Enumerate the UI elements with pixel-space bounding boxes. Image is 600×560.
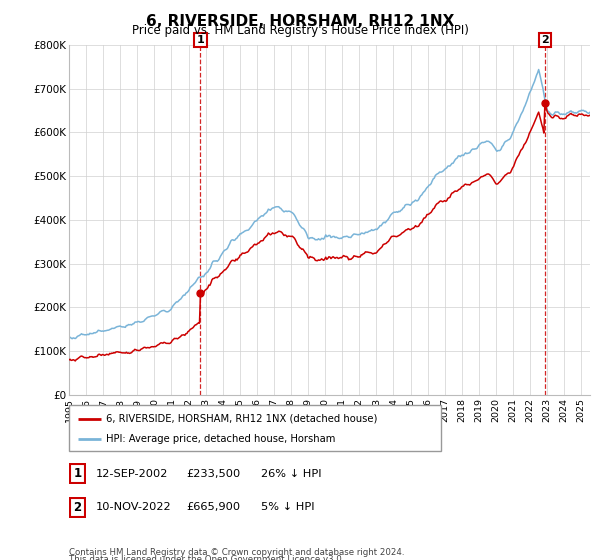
FancyBboxPatch shape [69,405,441,451]
Text: HPI: Average price, detached house, Horsham: HPI: Average price, detached house, Hors… [106,435,335,444]
Text: 26% ↓ HPI: 26% ↓ HPI [261,469,322,479]
Text: Contains HM Land Registry data © Crown copyright and database right 2024.: Contains HM Land Registry data © Crown c… [69,548,404,557]
Text: 6, RIVERSIDE, HORSHAM, RH12 1NX: 6, RIVERSIDE, HORSHAM, RH12 1NX [146,14,454,29]
Text: 1: 1 [197,35,205,45]
Text: £665,900: £665,900 [186,502,240,512]
Text: Price paid vs. HM Land Registry's House Price Index (HPI): Price paid vs. HM Land Registry's House … [131,24,469,37]
Text: 2: 2 [541,35,549,45]
FancyBboxPatch shape [70,464,85,483]
Text: 1: 1 [73,467,82,480]
Text: 12-SEP-2002: 12-SEP-2002 [96,469,169,479]
Text: 6, RIVERSIDE, HORSHAM, RH12 1NX (detached house): 6, RIVERSIDE, HORSHAM, RH12 1NX (detache… [106,414,377,424]
Text: 2: 2 [73,501,82,514]
Text: This data is licensed under the Open Government Licence v3.0.: This data is licensed under the Open Gov… [69,556,344,560]
FancyBboxPatch shape [70,498,85,517]
Text: 5% ↓ HPI: 5% ↓ HPI [261,502,314,512]
Text: £233,500: £233,500 [186,469,240,479]
Text: 10-NOV-2022: 10-NOV-2022 [96,502,172,512]
